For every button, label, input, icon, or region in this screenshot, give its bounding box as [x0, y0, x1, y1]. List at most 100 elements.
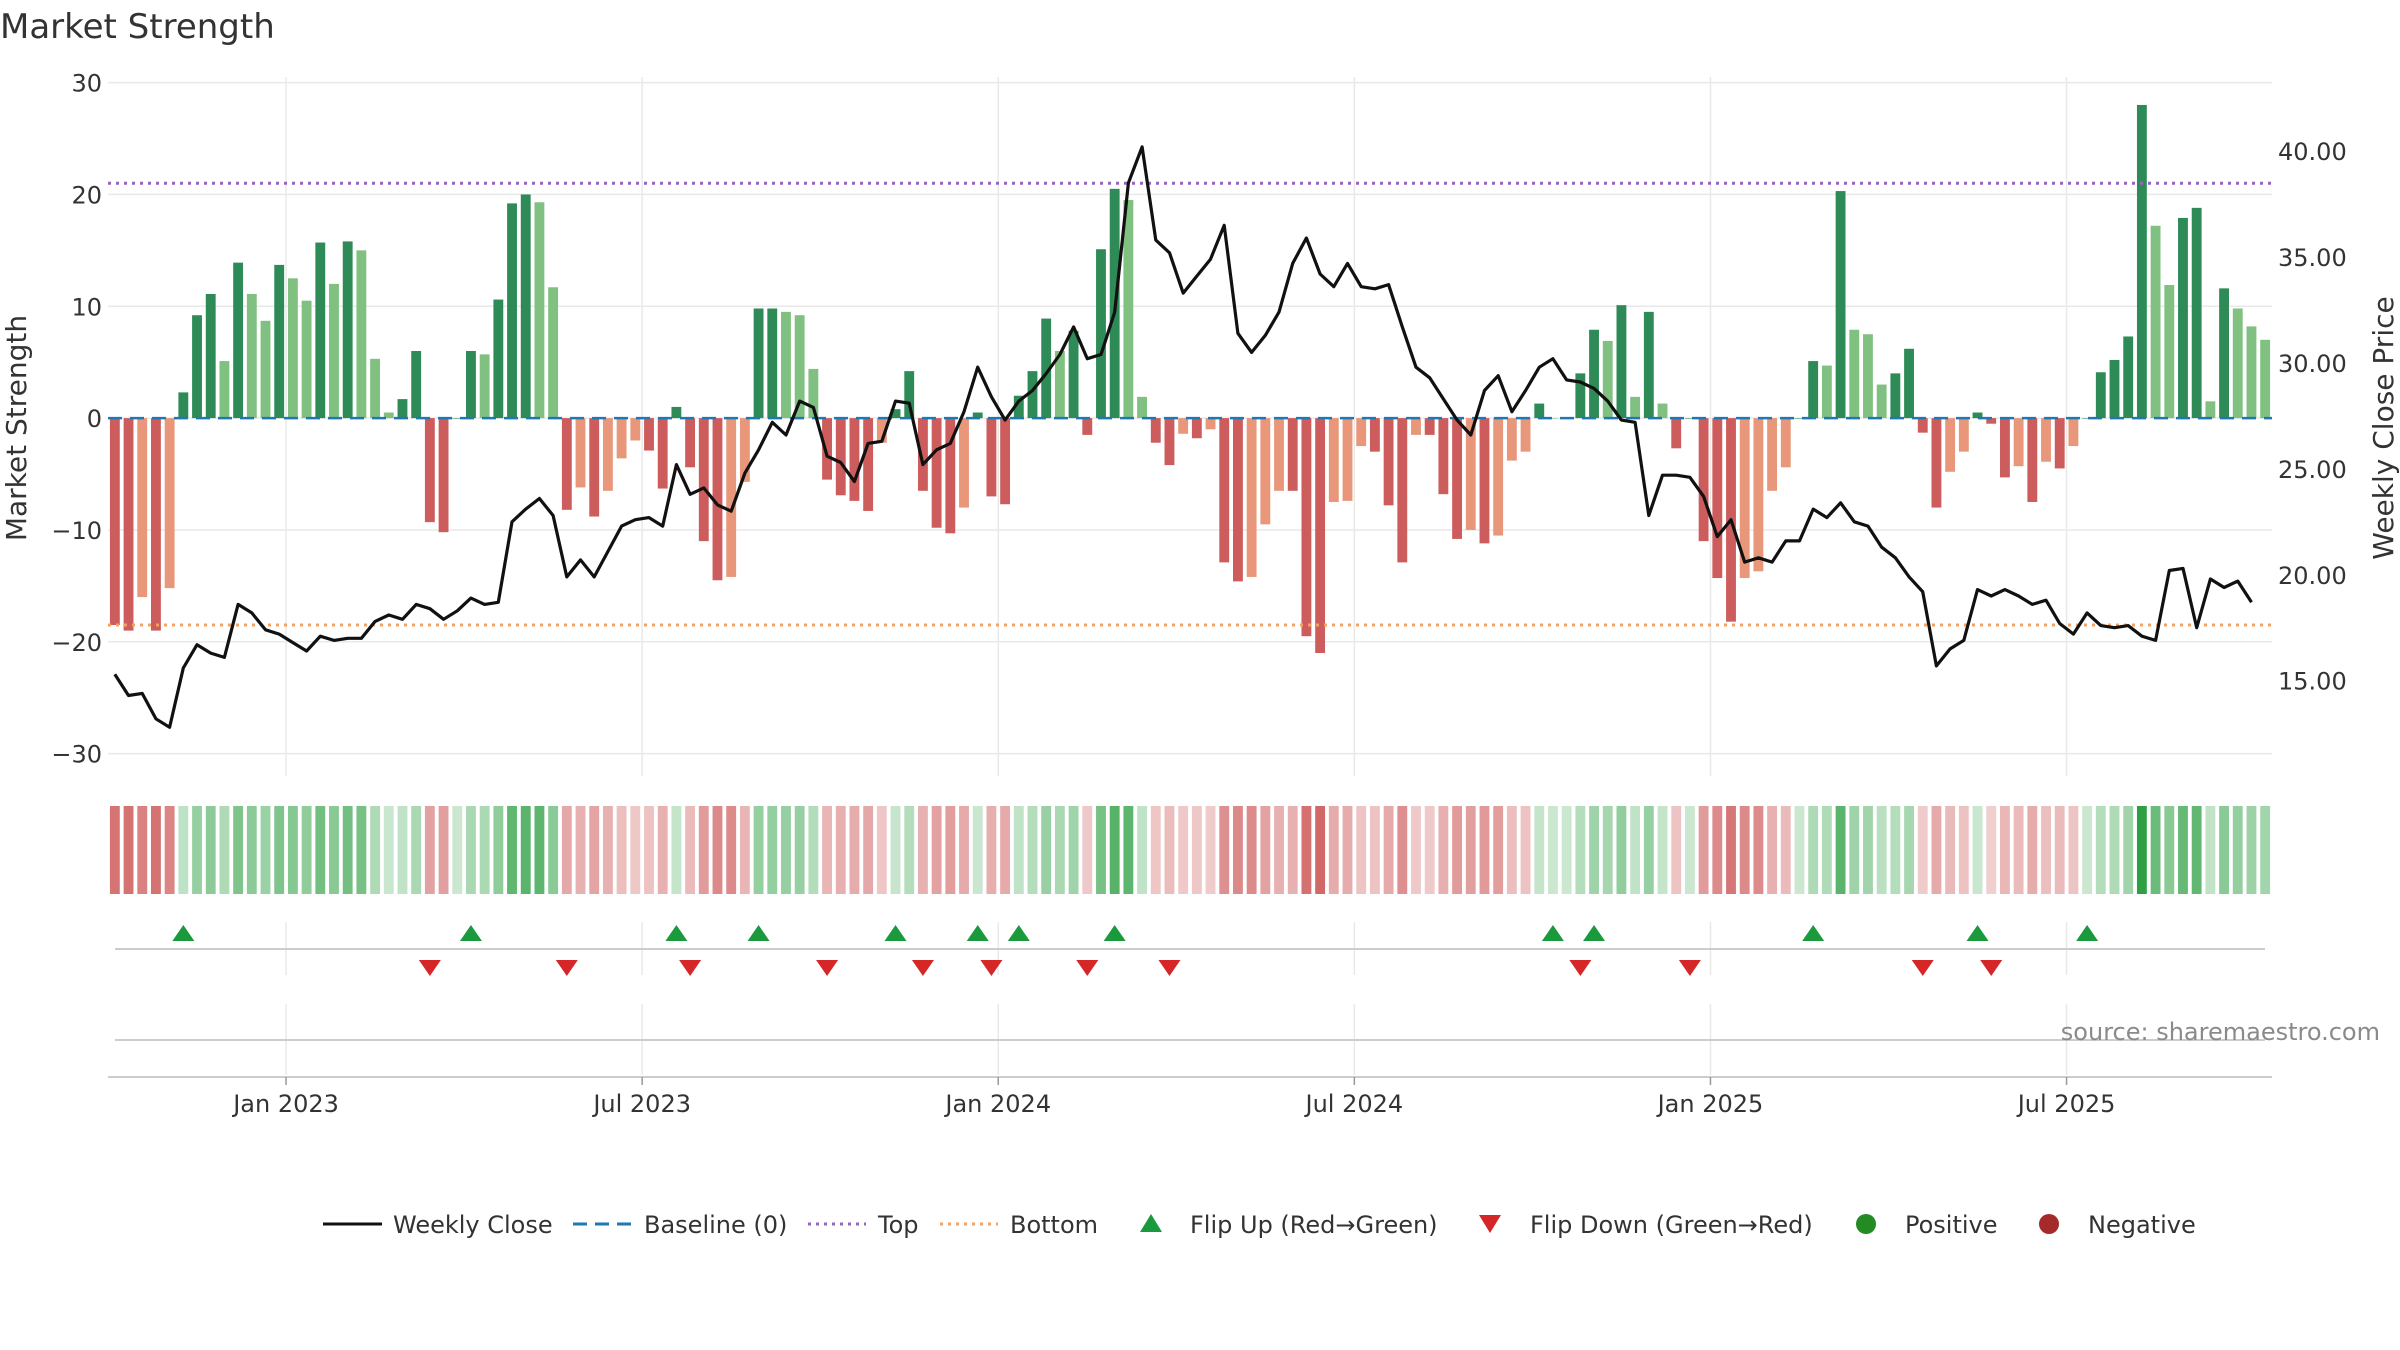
- strength-bar: [1411, 418, 1421, 435]
- strength-bar: [1739, 418, 1750, 579]
- flip-down-marker: [418, 960, 441, 976]
- strip-cell: [1383, 806, 1394, 894]
- strip-cell: [1794, 806, 1805, 894]
- strip-cell: [2082, 806, 2093, 894]
- flip-down-marker: [679, 960, 702, 976]
- strength-bar: [452, 418, 463, 419]
- strength-bar: [2232, 308, 2243, 419]
- strength-bar: [589, 418, 600, 517]
- strip-cell: [1548, 806, 1558, 894]
- strength-bar: [2027, 418, 2038, 502]
- strength-bar: [424, 418, 435, 523]
- strip-cell: [287, 806, 298, 894]
- strength-bar: [1917, 418, 1928, 433]
- strip-cell: [315, 806, 326, 894]
- strength-bar: [739, 418, 750, 482]
- strip-cell: [835, 806, 846, 894]
- strip-cell: [329, 806, 339, 894]
- strength-bar: [1041, 318, 1052, 419]
- strength-bar: [1438, 418, 1449, 495]
- strip-cell: [370, 806, 381, 894]
- strength-bar: [151, 418, 161, 631]
- flip-up-marker: [966, 925, 989, 941]
- strip-cell: [1137, 806, 1147, 894]
- strip-cell: [1342, 806, 1353, 894]
- strip-cell: [233, 806, 244, 894]
- strip-cell: [246, 806, 257, 894]
- legend-positive-dot: [1856, 1214, 1876, 1234]
- strength-bar: [1630, 396, 1641, 419]
- strip-cell: [1602, 806, 1613, 894]
- strength-bar: [2191, 207, 2202, 419]
- strength-bar: [986, 418, 997, 497]
- strip-cell: [2123, 806, 2134, 894]
- strip-cell: [1917, 806, 1928, 894]
- strip-cell: [1411, 806, 1421, 894]
- left-tick-label: −30: [51, 741, 102, 769]
- strength-bar: [548, 287, 559, 419]
- flip-up-marker: [1966, 925, 1989, 941]
- strength-bar: [1233, 418, 1243, 582]
- strip-cell: [1041, 806, 1052, 894]
- flip-down-marker: [1911, 960, 1934, 976]
- strip-cell: [2041, 806, 2051, 894]
- strength-bar: [2219, 288, 2229, 419]
- strength-bar: [1164, 418, 1175, 466]
- strip-cell: [301, 806, 312, 894]
- strip-cell: [1260, 806, 1271, 894]
- strength-bar: [1123, 200, 1134, 419]
- strength-bar: [2082, 418, 2093, 419]
- strip-cell: [1890, 806, 1901, 894]
- legend-flip-up-icon: [1140, 1214, 1162, 1232]
- main-grid: [108, 77, 2272, 776]
- strength-bar: [233, 262, 244, 419]
- strip-cell: [1000, 806, 1011, 894]
- flip-up-marker: [1802, 925, 1825, 941]
- strip-cell: [1397, 806, 1408, 894]
- strip-cell: [1479, 806, 1490, 894]
- strip-cell: [1835, 806, 1846, 894]
- strip-cell: [438, 806, 449, 894]
- strength-bar: [274, 264, 285, 419]
- flip-down-marker: [816, 960, 839, 976]
- strip-cell: [1684, 806, 1695, 894]
- strength-bar: [1753, 418, 1764, 572]
- strength-bar: [1643, 311, 1654, 419]
- legend-flip-up: Flip Up (Red→Green): [1190, 1211, 1438, 1239]
- strength-bar: [466, 351, 476, 419]
- strip-cell: [1191, 806, 1202, 894]
- strength-bar: [2205, 401, 2216, 419]
- strength-bar: [1876, 384, 1887, 419]
- strength-bar: [205, 293, 216, 419]
- strip-cell: [1246, 806, 1257, 894]
- strength-bar: [561, 418, 572, 510]
- strength-bar: [356, 250, 367, 419]
- dots-panel: [115, 1004, 2265, 1075]
- strength-bar: [849, 418, 860, 501]
- strip-cell: [411, 806, 422, 894]
- strength-bar: [2068, 418, 2079, 447]
- strip-cell: [1164, 806, 1175, 894]
- strip-cell: [589, 806, 600, 894]
- x-tick-label: Jul 2023: [591, 1090, 691, 1118]
- left-axis: 30 20 10 0 −10 −20 −30: [51, 70, 102, 769]
- legend-bottom: Bottom: [1010, 1211, 1098, 1239]
- strength-bar: [1999, 418, 2010, 478]
- strip-cell: [644, 806, 654, 894]
- strip-cell: [123, 806, 134, 894]
- strip-cell: [2013, 806, 2024, 894]
- strength-bar: [1219, 418, 1230, 563]
- legend-negative: Negative: [2088, 1211, 2196, 1239]
- strip-cell: [109, 806, 120, 894]
- strip-cell: [1109, 806, 1120, 894]
- strip-cell: [2246, 806, 2257, 894]
- strength-bar: [520, 194, 531, 419]
- strength-bar: [1342, 418, 1353, 501]
- strength-bar: [109, 418, 120, 626]
- legend-top: Top: [877, 1211, 919, 1239]
- strength-bar: [2013, 418, 2024, 467]
- strength-heat-strip: [109, 806, 2271, 894]
- strength-bar: [1835, 191, 1846, 419]
- strip-cell: [1808, 806, 1819, 894]
- strip-cell: [507, 806, 517, 894]
